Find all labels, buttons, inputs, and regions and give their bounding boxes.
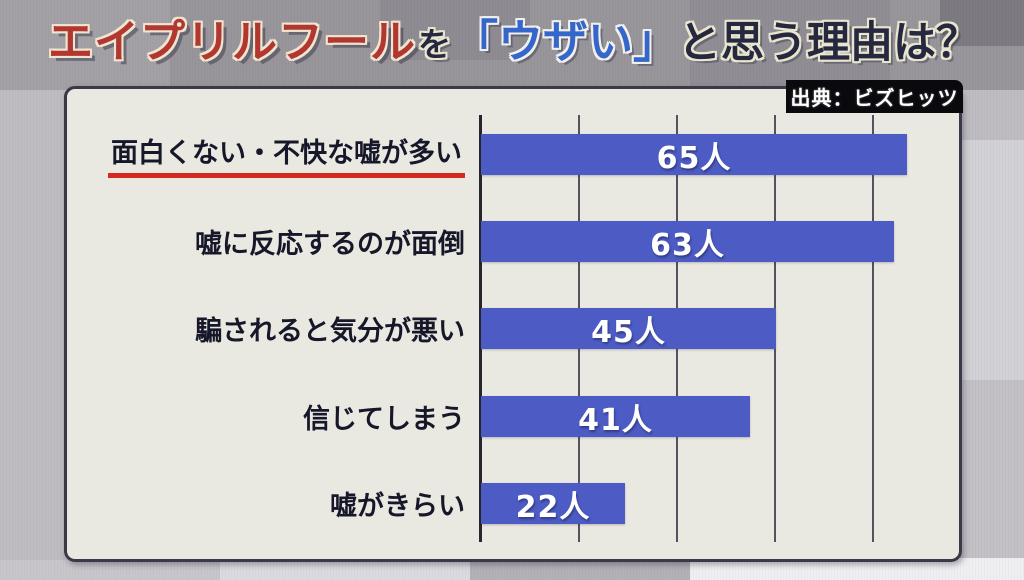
- page-title: エイプリルフール を 「ウザい」 と思う理由は？: [48, 6, 979, 70]
- y-axis-line: [479, 115, 482, 542]
- chart-row: 騙されると気分が悪い 45人: [67, 308, 965, 350]
- bar: 63人: [481, 221, 894, 263]
- bar-value-label: 41人: [578, 402, 653, 438]
- bar-value-label: 65人: [656, 140, 732, 176]
- backdrop-block: [940, 0, 1024, 46]
- backdrop-block: [220, 562, 470, 580]
- title-segment-dark: と思う理由は？: [678, 18, 980, 68]
- bar-value-label: 63人: [650, 227, 725, 263]
- backdrop-block: [690, 558, 1024, 580]
- bar-value-label: 22人: [515, 489, 591, 525]
- bar-value-label: 45人: [591, 314, 666, 350]
- gridline: [872, 115, 874, 542]
- backdrop-block: [470, 562, 690, 580]
- title-segment-particle: を: [418, 25, 452, 64]
- category-label: 嘘に反応するのが面倒: [195, 229, 465, 260]
- backdrop-block: [962, 380, 1024, 580]
- source-badge: 出典：ビズヒッツ: [786, 80, 963, 113]
- bar: 22人: [481, 483, 625, 525]
- chart-panel: 面白くない・不快な嘘が多い 65人 嘘に反応するのが面倒 63人 騙されると気分…: [64, 86, 962, 562]
- title-segment-red: エイプリルフール: [48, 15, 417, 68]
- category-label: 面白くない・不快な嘘が多い: [67, 134, 471, 178]
- backdrop-block: [962, 140, 1024, 380]
- backdrop-block: [0, 560, 220, 580]
- title-segment-blue: 「ウザい」: [453, 15, 679, 68]
- backdrop-block: [690, 0, 890, 90]
- category-label: 嘘がきらい: [330, 491, 465, 522]
- backdrop-block: [0, 0, 170, 90]
- bar: 65人: [481, 134, 907, 176]
- chart-row: 嘘がきらい 22人: [67, 483, 965, 525]
- backdrop-block: [380, 0, 530, 60]
- category-label: 騙されると気分が悪い: [195, 316, 465, 347]
- bar: 41人: [481, 396, 750, 438]
- chart-row: 面白くない・不快な嘘が多い 65人: [67, 134, 965, 178]
- chart-row: 信じてしまう 41人: [67, 396, 965, 438]
- bar: 45人: [481, 308, 776, 350]
- chart-row: 嘘に反応するのが面倒 63人: [67, 221, 965, 263]
- category-label: 信じてしまう: [303, 404, 465, 435]
